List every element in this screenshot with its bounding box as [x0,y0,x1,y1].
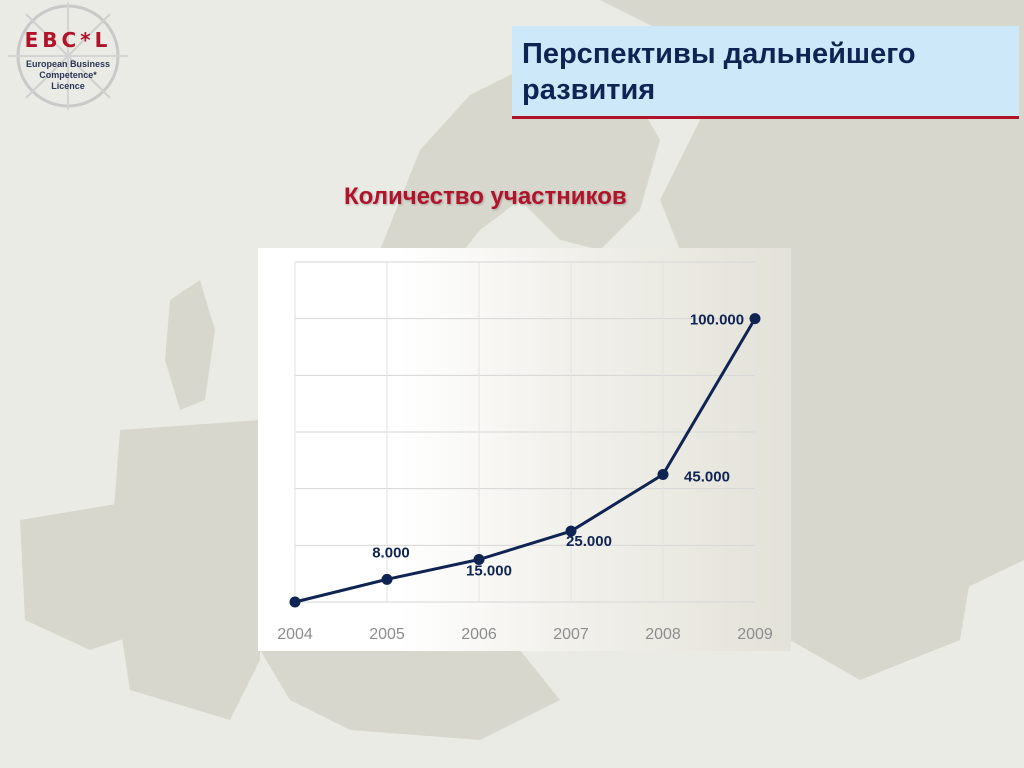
logo-line-3: Licence [51,81,85,91]
uk-landmass [165,280,215,410]
data-point-2009 [749,313,761,325]
data-label-2007: 25.000 [566,533,612,550]
x-tick-label-2008: 2008 [645,626,681,643]
data-point-2004 [289,596,301,608]
logo-line-1: European Business [25,59,111,69]
logo-line-2: Competence* [39,70,97,80]
ebcl-logo: EBC*L European Business Competence* Lice… [8,2,128,110]
chart-panel [258,248,791,651]
title-box: Перспективы дальнейшего развития [512,26,1019,119]
data-label-2008: 45.000 [684,469,730,486]
data-point-2008 [657,469,669,480]
x-tick-label-2004: 2004 [277,626,313,643]
chart-data-labels: 8.000 15.000 25.000 45.000 100.000 [372,312,744,580]
data-point-2007 [565,525,577,537]
chart-line-layer [294,317,757,604]
chart-x-ticks: 2004 2005 2006 2007 2008 2009 [277,626,773,643]
chart-subtitle: Количество участников [344,183,627,210]
data-point-2005 [381,573,393,585]
chart-points [289,313,761,608]
page-title: Перспективы дальнейшего развития [522,38,916,106]
continental-europe-landmass [110,420,260,720]
logo-compass-graphic [8,2,128,110]
x-tick-label-2005: 2005 [369,626,405,643]
data-label-2005: 8.000 [372,544,410,561]
x-tick-label-2007: 2007 [553,626,589,643]
east-europe-landmass [790,420,980,680]
data-label-2009: 100.000 [690,312,744,329]
data-label-2006: 15.000 [466,563,512,580]
series-line [294,317,757,604]
data-point-2006 [473,554,485,565]
x-tick-label-2009: 2009 [737,626,773,643]
chart-grid [294,261,756,603]
southeast-europe-landmass [260,650,560,740]
logo-brand-text: EBC*L [24,28,112,52]
x-tick-label-2006: 2006 [461,626,497,643]
